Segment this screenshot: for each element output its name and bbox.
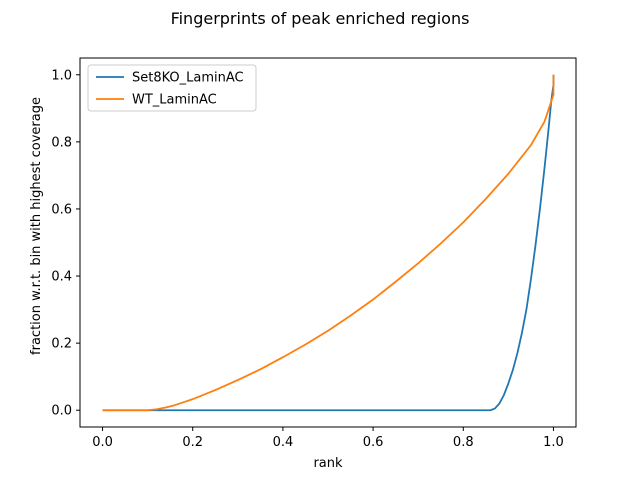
y-tick-label: 0.8 [51, 135, 72, 150]
series-line-1 [102, 74, 555, 412]
legend-label-1: WT_LaminAC [132, 93, 217, 108]
chart-title: Fingerprints of peak enriched regions [171, 9, 470, 28]
plot-area: 0.0 0.2 0.4 0.6 0.8 1.0 0.0 0.2 0.4 0.6 0.8 1.0 [51, 57, 577, 450]
legend: Set8KO_LaminAC WT_LaminAC [87, 64, 257, 112]
y-tick-label: 0.4 [51, 270, 72, 285]
y-axis-label: fraction w.r.t. bin with highest coverag… [29, 97, 44, 355]
y-tick-label: 0.0 [51, 404, 72, 419]
x-tick-label: 0.8 [453, 435, 474, 450]
x-tick-label: 0.6 [363, 435, 384, 450]
y-tick-label: 0.2 [51, 337, 72, 352]
x-tick-label: 0.4 [273, 435, 294, 450]
legend-box [87, 64, 257, 112]
y-tick-label: 0.6 [51, 202, 72, 217]
x-tick-label: 0.2 [182, 435, 203, 450]
x-axis-label: rank [313, 456, 343, 471]
x-tick-label: 1.0 [543, 435, 564, 450]
series-line-0 [102, 74, 555, 412]
legend-label-0: Set8KO_LaminAC [132, 71, 244, 86]
y-tick-label: 1.0 [51, 68, 72, 83]
x-tick-label: 0.0 [92, 435, 113, 450]
axes-frame [79, 57, 577, 428]
